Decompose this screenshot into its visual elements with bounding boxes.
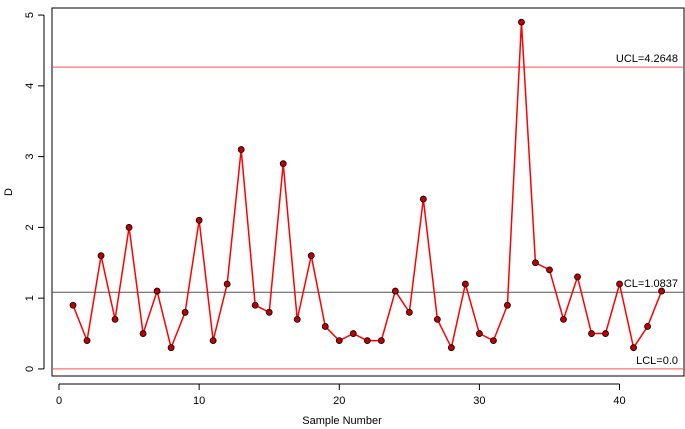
x-axis-label: Sample Number [302,415,382,427]
data-point [504,301,511,309]
data-point [490,337,497,345]
y-tick-label: 3 [24,154,36,160]
data-point [447,344,455,352]
control-line-label: LCL=0.0 [636,355,678,367]
data-point [69,301,77,309]
data-point [377,337,385,345]
data-point [153,287,161,295]
data-point [195,216,203,224]
x-tick-label: 30 [473,395,485,407]
data-point [419,195,427,203]
data-point [560,315,567,323]
data-point [363,337,371,345]
data-point [616,280,623,288]
y-tick-label: 1 [24,295,36,301]
data-point [658,287,665,295]
x-tick-label: 20 [333,395,345,407]
data-point [265,308,273,316]
data-point [518,18,525,26]
data-point [391,287,399,295]
data-point [349,330,357,337]
series-line [72,22,663,351]
data-point [461,280,469,288]
data-point [546,266,553,274]
data-point [476,330,483,337]
data-point [251,301,259,309]
data-point [293,315,301,323]
data-point [209,337,217,345]
plot-frame [51,7,685,377]
data-point [307,252,315,260]
data-point [433,315,441,323]
y-tick-label: 0 [24,366,36,372]
data-point [223,280,231,288]
data-point [167,344,175,352]
data-point [405,308,413,316]
data-point [279,160,287,168]
data-point [574,273,581,281]
data-point [111,315,119,323]
data-point [181,308,189,316]
control-line-label: UCL=4.2648 [616,53,678,65]
data-point [321,323,329,330]
data-point [139,330,147,337]
data-point [630,344,637,352]
data-point [644,323,651,330]
y-tick-label: 5 [24,12,36,18]
data-point [602,330,609,337]
x-tick-label: 40 [613,395,625,407]
y-tick-label: 2 [24,224,36,230]
y-tick-label: 4 [24,83,36,89]
control-line-label: CL=1.0837 [624,278,678,290]
x-tick-label: 10 [193,395,205,407]
data-point [125,223,133,231]
data-point [335,337,343,345]
data-point [97,252,105,260]
data-point [588,330,595,337]
x-tick-label: 0 [56,395,62,407]
data-point [532,259,539,267]
data-point [83,337,91,345]
y-axis-label: D [3,188,15,196]
data-point [237,146,245,153]
